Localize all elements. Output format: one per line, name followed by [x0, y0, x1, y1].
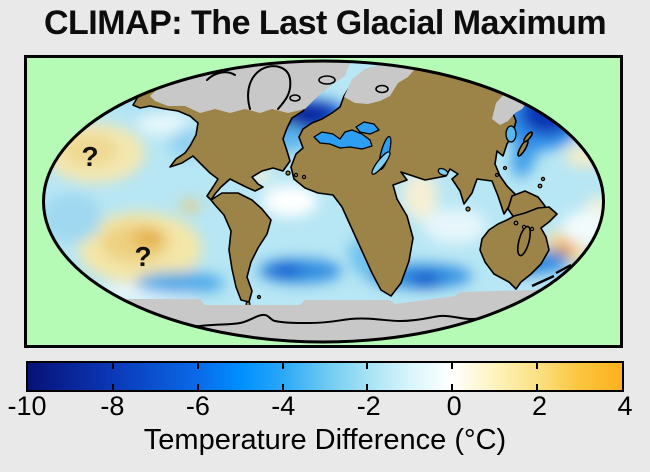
arctic-island-oval-2	[289, 94, 301, 102]
black-sea	[355, 121, 380, 135]
iceland-outline	[375, 84, 389, 94]
persian-gulf	[437, 167, 449, 177]
tick-label-4: 4	[617, 391, 633, 421]
south-america-land	[210, 192, 272, 303]
arctic-island-oval	[318, 75, 336, 85]
question-mark-north-pacific: ?	[81, 141, 98, 172]
inland-seas	[313, 121, 517, 177]
map-ellipse-outline	[42, 59, 605, 344]
tick-label-2: 2	[532, 391, 548, 421]
red-sea	[371, 151, 391, 175]
tick-label-0: 0	[446, 391, 462, 421]
japan-island-north	[523, 131, 533, 143]
new-zealand-islands	[531, 263, 572, 288]
map-panel: ? ?	[24, 55, 623, 348]
colorbar	[26, 361, 624, 392]
colorbar-tick	[536, 363, 539, 369]
sea-of-japan	[505, 125, 517, 143]
world-map: ? ?	[42, 59, 605, 344]
tick-label-neg2: -2	[356, 391, 381, 421]
colorbar-axis-label: Temperature Difference (°C)	[143, 424, 507, 456]
tick-label-neg4: -4	[271, 391, 296, 421]
tick-label-neg8: -8	[100, 391, 125, 421]
tick-label-neg10: -10	[7, 391, 47, 421]
colorbar-tick	[281, 363, 284, 369]
tick-label-neg6: -6	[185, 391, 210, 421]
scandinavian-ice-sheet	[344, 61, 415, 104]
greenland-coastline	[247, 65, 292, 110]
colorbar-tick-labels: -10 -8 -6 -4 -2 0 2 4	[7, 391, 632, 425]
map-clip-group: ? ?	[43, 60, 604, 343]
colorbar-tick	[281, 384, 284, 390]
colorbar-tick	[366, 363, 369, 369]
colorbar-tick	[196, 363, 199, 369]
arctic-island-outline	[206, 71, 236, 81]
question-mark-south-pacific: ?	[134, 241, 151, 272]
mediterranean-sea	[313, 129, 373, 150]
ice-coastlines	[109, 65, 521, 334]
madagascar-island	[517, 225, 531, 257]
colorbar-tick	[111, 384, 114, 390]
ocean-anomaly-blobs	[43, 90, 604, 303]
colorbar-tick	[536, 384, 539, 390]
colorbar-tick	[451, 384, 454, 390]
colorbar-tick	[196, 384, 199, 390]
small-islands	[245, 165, 546, 307]
colorbar-tick	[451, 363, 454, 369]
page-title: CLIMAP: The Last Glacial Maximum	[43, 4, 607, 42]
colorbar-tick	[366, 384, 369, 390]
colorbar-tick	[111, 363, 114, 369]
